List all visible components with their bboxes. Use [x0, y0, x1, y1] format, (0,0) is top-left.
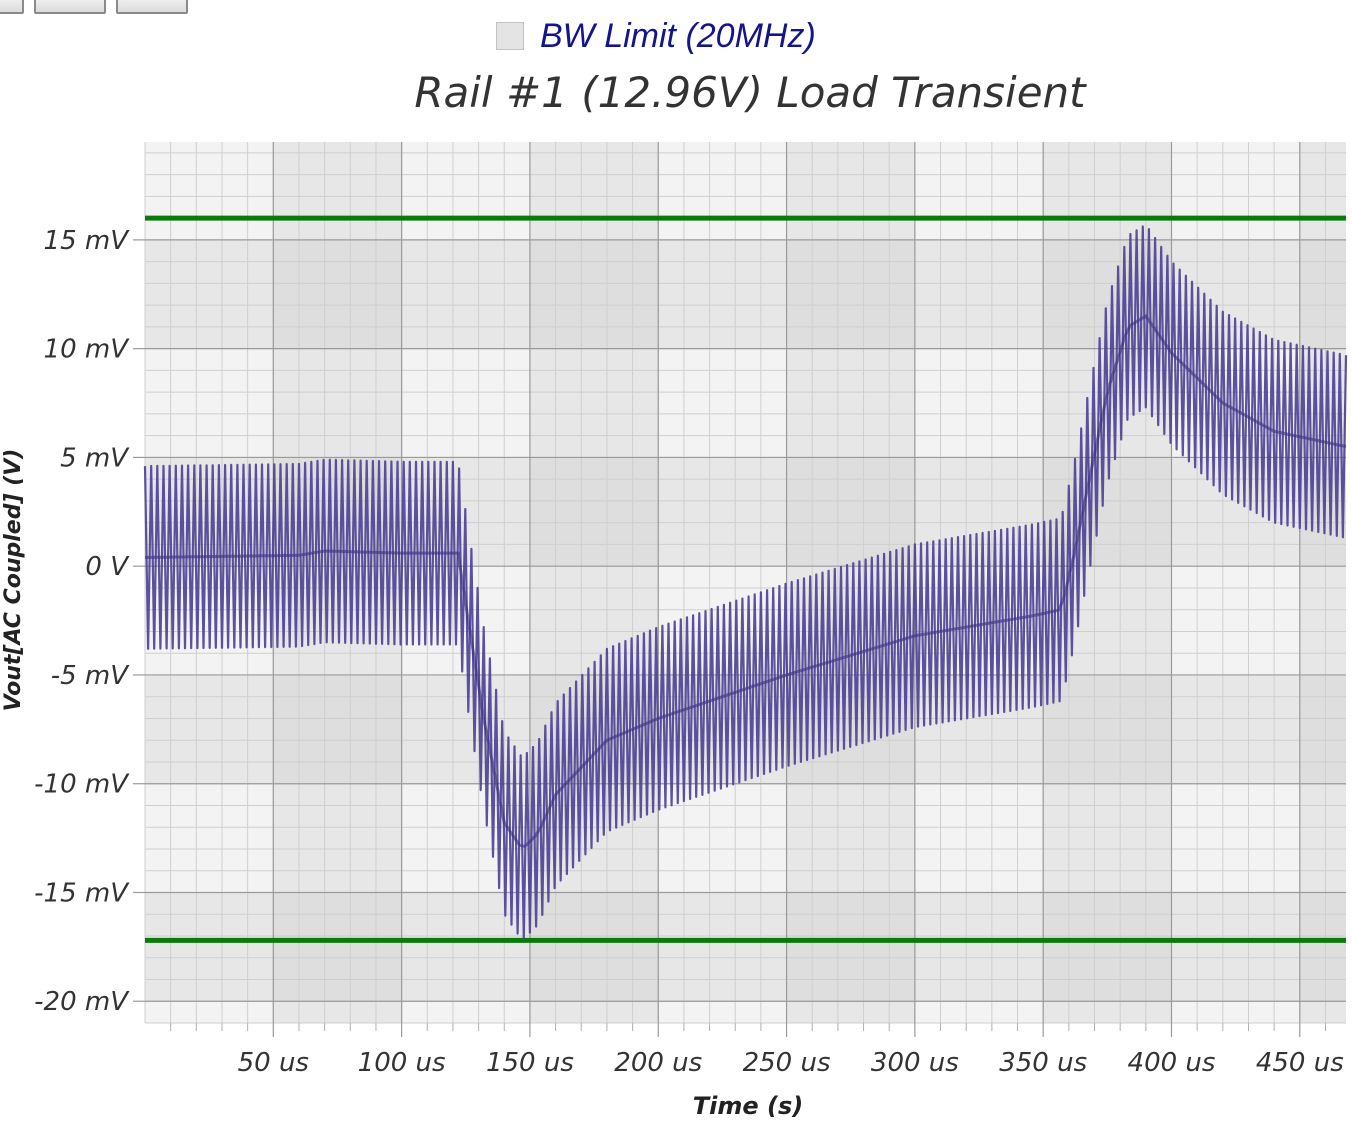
toolbar-button-3[interactable]	[116, 0, 188, 14]
y-axis-label: Vout[AC Coupled] (V)	[1, 449, 26, 712]
y-tick-label: 5 mV	[60, 443, 130, 473]
y-band	[145, 892, 1346, 1002]
bw-limit-label: BW Limit (20MHz)	[540, 16, 816, 55]
x-band	[786, 142, 915, 1023]
x-tick-label: 200 us	[614, 1048, 702, 1078]
x-band	[529, 142, 659, 1023]
y-tick-label: -10 mV	[34, 770, 130, 800]
bw-limit-checkbox[interactable]	[496, 22, 524, 50]
series-center-line	[144, 313, 1347, 849]
x-tick-label: 300 us	[871, 1048, 959, 1078]
series-ripple-trace	[143, 225, 1348, 940]
y-tick-label: -5 mV	[51, 661, 131, 691]
x-tick-label: 450 us	[1256, 1048, 1344, 1078]
bw-limit-toggle[interactable]: BW Limit (20MHz)	[496, 16, 816, 56]
x-tick-label: 50 us	[238, 1048, 309, 1078]
x-band	[1299, 142, 1346, 1023]
x-tick-label: 350 us	[999, 1048, 1087, 1078]
toolbar-button-2[interactable]	[34, 0, 106, 14]
y-tick-label: -20 mV	[34, 987, 130, 1017]
x-tick-label: 400 us	[1128, 1048, 1216, 1078]
x-axis-label: Time (s)	[693, 1092, 803, 1120]
y-tick-label: -15 mV	[34, 878, 130, 908]
y-tick-label: 15 mV	[44, 226, 131, 256]
x-tick-label: 100 us	[358, 1048, 446, 1078]
y-tick-label: 10 mV	[44, 335, 131, 365]
y-tick-label: 0 V	[85, 552, 130, 582]
toolbar-button-1[interactable]	[0, 0, 24, 14]
chart-title: Rail #1 (12.96V) Load Transient	[414, 68, 1086, 117]
x-tick-label: 150 us	[486, 1048, 574, 1078]
x-tick-label: 250 us	[743, 1048, 831, 1078]
